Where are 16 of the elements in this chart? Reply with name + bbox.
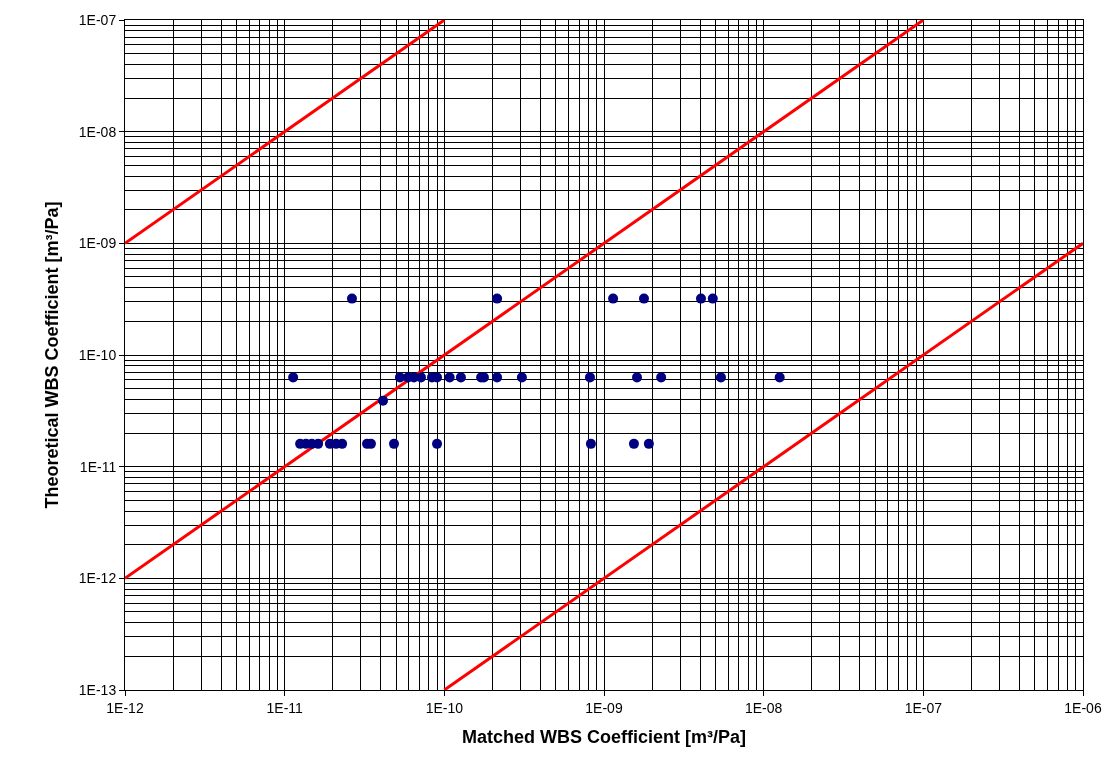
x-tick-label: 1E-11 (266, 699, 304, 716)
y-tick-label: 1E-09 (78, 235, 117, 252)
x-tick-label: 1E-10 (425, 699, 464, 716)
y-tick-label: 1E-08 (78, 123, 117, 140)
y-tick-label: 1E-12 (78, 570, 117, 587)
x-tick-label: 1E-09 (585, 699, 623, 716)
y-tick-label: 1E-10 (78, 346, 117, 363)
x-tick-label: 1E-07 (904, 699, 943, 716)
x-tick-label: 1E-12 (106, 699, 144, 716)
x-tick-label: 1E-08 (744, 699, 783, 716)
y-tick-label: 1E-11 (79, 458, 117, 475)
y-tick-label: 1E-13 (78, 681, 117, 698)
y-axis-title: Theoretical WBS Coefficient [m³/Pa] (42, 201, 63, 509)
y-tick-label: 1E-07 (78, 11, 117, 28)
x-tick-label: 1E-06 (1064, 699, 1102, 716)
x-axis-title: Matched WBS Coefficient [m³/Pa] (461, 726, 747, 747)
